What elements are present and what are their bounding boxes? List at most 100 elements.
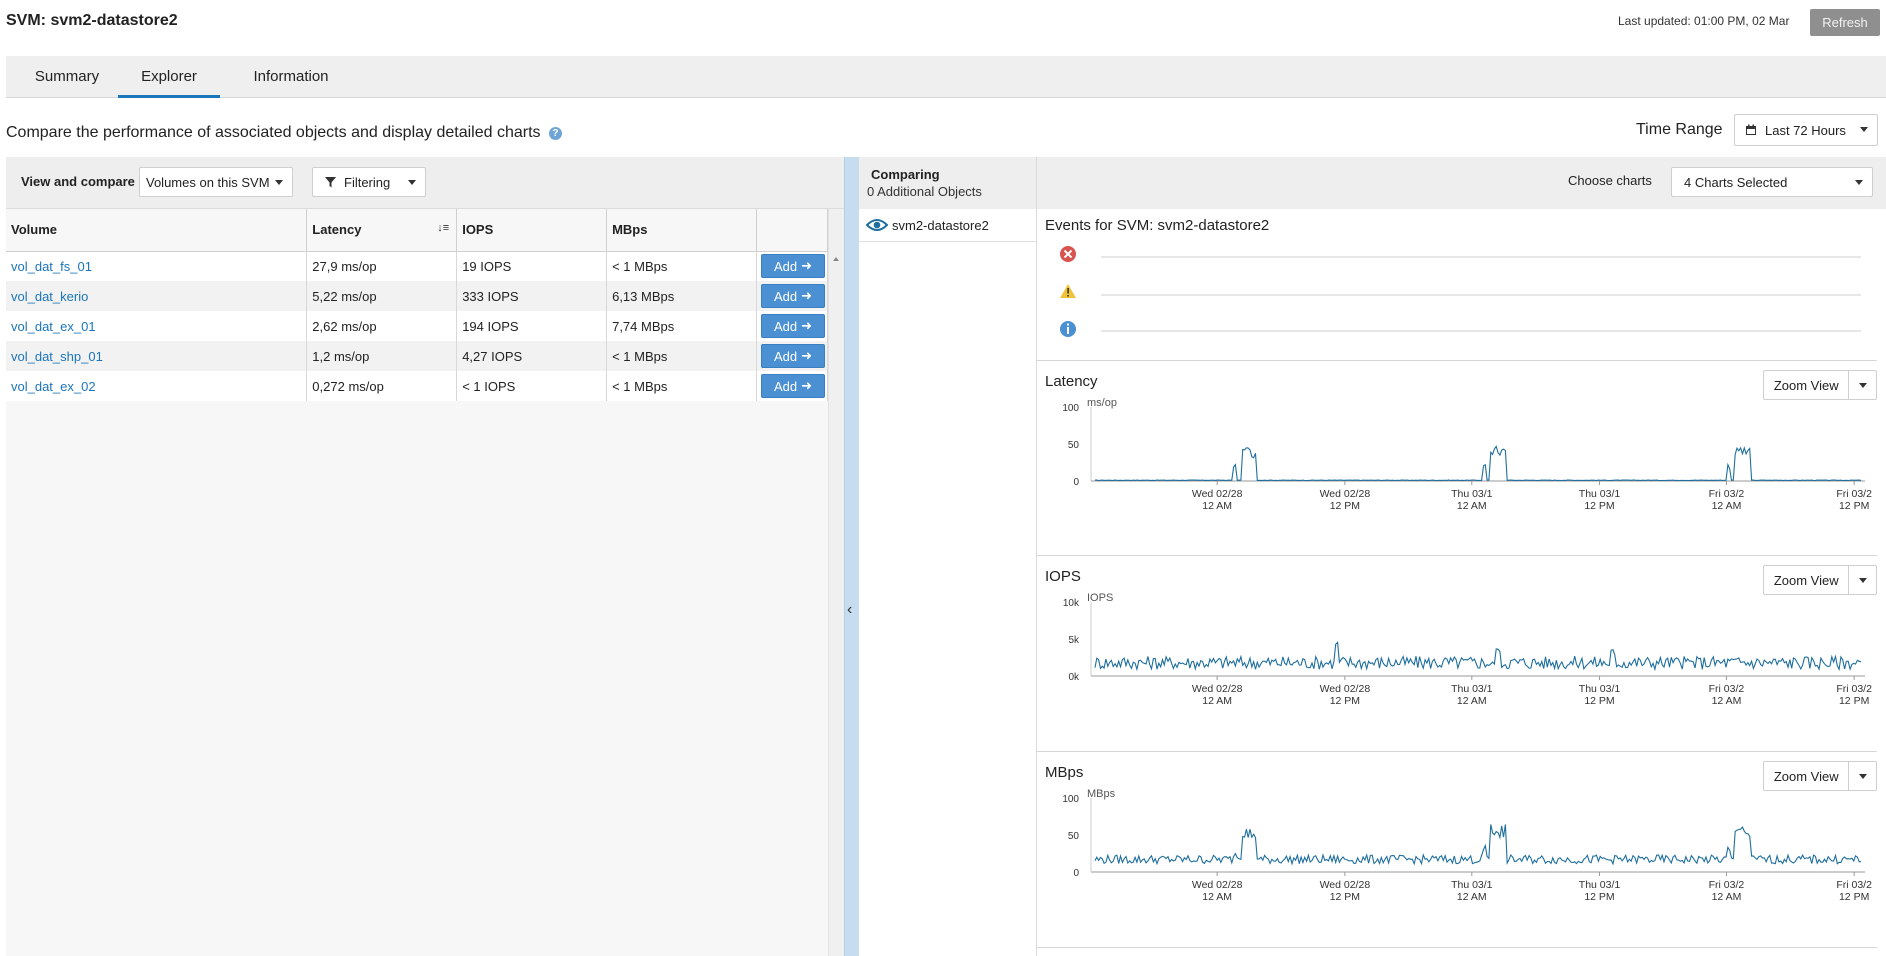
x-tick-label-date: Fri 03/2: [1709, 488, 1745, 500]
column-header-latency[interactable]: Latency ↓≡: [306, 209, 458, 252]
time-range-value: Last 72 Hours: [1765, 122, 1846, 138]
mbps-cell: 7,74 MBps: [606, 311, 757, 341]
table-header-row: Volume Latency ↓≡ IOPS MBps: [6, 209, 829, 252]
x-tick-label-time: 12 AM: [1712, 695, 1742, 707]
info-icon-stem: [1067, 327, 1069, 334]
calendar-icon: [1746, 124, 1756, 135]
view-compare-toolbar: View and compare Volumes on this SVM Fil…: [6, 157, 844, 209]
volume-link[interactable]: vol_dat_kerio: [6, 281, 308, 311]
y-tick-label: 0k: [1068, 672, 1080, 683]
charts-panel: Choose charts 4 Charts Selected Events f…: [1037, 157, 1886, 956]
x-tick-label-date: Wed 02/28: [1320, 683, 1371, 695]
mbps-cell: < 1 MBps: [606, 371, 757, 401]
add-button[interactable]: Add ➜: [760, 254, 825, 279]
comparing-item[interactable]: svm2-datastore2: [859, 209, 1036, 242]
table-scrollbar[interactable]: [828, 209, 844, 956]
choose-charts-value: 4 Charts Selected: [1684, 174, 1788, 190]
x-tick-label-time: 12 PM: [1584, 500, 1614, 512]
error-icon-cross: [1063, 249, 1073, 259]
mbps-chart-section: MBps Zoom View 100 50 0 MBps Wed 02/28 12 AM W…: [1037, 752, 1877, 948]
scroll-up-arrow-icon[interactable]: [833, 257, 839, 261]
iops-cell: 19 IOPS: [456, 251, 608, 281]
choose-charts-dropdown[interactable]: 4 Charts Selected: [1671, 167, 1873, 197]
volume-link[interactable]: vol_dat_fs_01: [6, 251, 308, 281]
latency-zoom-button[interactable]: Zoom View: [1763, 370, 1877, 400]
help-icon[interactable]: ?: [548, 127, 562, 140]
column-header-mbps[interactable]: MBps: [606, 209, 757, 252]
chevron-down-icon: [1859, 774, 1867, 779]
tab-information[interactable]: Information: [253, 68, 329, 85]
x-tick-label-time: 12 PM: [1584, 695, 1614, 707]
column-header-iops[interactable]: IOPS: [456, 209, 608, 252]
view-compare-dropdown[interactable]: Volumes on this SVM: [139, 167, 293, 197]
zoom-view-label: Zoom View: [1773, 572, 1839, 588]
x-tick-label-date: Wed 02/28: [1192, 488, 1243, 500]
add-button[interactable]: Add ➜: [760, 374, 825, 398]
y-axis-unit-label: IOPS: [1087, 592, 1113, 604]
x-tick-label-time: 12 AM: [1202, 695, 1232, 707]
y-tick-label: 0: [1073, 477, 1079, 488]
tab-summary[interactable]: Summary: [34, 68, 100, 85]
column-header-actions: [756, 209, 829, 252]
collapse-arrow-icon[interactable]: ‹: [847, 601, 853, 618]
actions-cell: Add ➜: [756, 341, 829, 371]
volume-link[interactable]: vol_dat_ex_02: [6, 371, 308, 401]
x-tick-label-date: Thu 03/1: [1579, 879, 1621, 891]
latency-cell: 1,2 ms/op: [306, 341, 458, 371]
page-description: Compare the performance of associated ob…: [6, 124, 562, 142]
x-tick-label-date: Fri 03/2: [1836, 488, 1872, 500]
iops-cell: 333 IOPS: [456, 281, 608, 311]
time-range-dropdown[interactable]: Last 72 Hours: [1734, 114, 1878, 146]
warning-icon-dot: [1067, 295, 1069, 297]
add-button-label: Add: [773, 378, 798, 394]
add-button[interactable]: Add ➜: [760, 284, 825, 308]
add-button[interactable]: Add ➜: [760, 344, 825, 368]
add-button-label: Add: [773, 348, 798, 364]
mbps-zoom-button[interactable]: Zoom View: [1763, 761, 1877, 791]
x-tick-label-time: 12 PM: [1839, 891, 1869, 903]
last-updated-text: Last updated: 01:00 PM, 02 Mar: [1618, 14, 1790, 28]
filtering-label: Filtering: [344, 174, 391, 190]
volume-link[interactable]: vol_dat_shp_01: [6, 341, 308, 371]
arrow-right-icon: ➜: [801, 288, 812, 303]
warning-icon-mark: [1067, 288, 1069, 294]
y-tick-label: 100: [1062, 403, 1079, 414]
x-tick-label-time: 12 AM: [1712, 500, 1742, 512]
y-axis-unit-label: ms/op: [1087, 397, 1117, 409]
zoom-menu-toggle[interactable]: [1849, 762, 1876, 790]
x-tick-label-time: 12 AM: [1457, 500, 1487, 512]
column-header-volume[interactable]: Volume: [6, 209, 308, 252]
zoom-separator: [1848, 762, 1850, 790]
filtering-dropdown[interactable]: Filtering: [312, 167, 426, 197]
arrow-right-icon: ➜: [801, 258, 812, 274]
y-tick-label: 100: [1062, 794, 1079, 805]
eye-icon[interactable]: [866, 218, 888, 232]
charts-header: Choose charts 4 Charts Selected: [1037, 157, 1886, 209]
x-tick-label-date: Thu 03/1: [1451, 879, 1493, 891]
zoom-menu-toggle[interactable]: [1849, 566, 1876, 594]
table-row: vol_dat_ex_02 0,272 ms/op < 1 IOPS < 1 MBps…: [6, 371, 829, 401]
add-button[interactable]: Add ➜: [760, 314, 825, 338]
mbps-cell: < 1 MBps: [606, 251, 757, 281]
actions-cell: Add ➜: [756, 311, 829, 341]
x-tick-label-time: 12 PM: [1839, 500, 1869, 512]
series-line: [1094, 824, 1861, 866]
y-tick-label: 50: [1068, 440, 1080, 451]
x-tick-label-date: Fri 03/2: [1709, 879, 1745, 891]
volume-link[interactable]: vol_dat_ex_01: [6, 311, 308, 341]
x-tick-label-date: Wed 02/28: [1320, 488, 1371, 500]
refresh-button[interactable]: Refresh: [1810, 9, 1880, 36]
x-tick-label-time: 12 PM: [1839, 695, 1869, 707]
iops-chart-title: IOPS: [1045, 568, 1081, 585]
sort-descending-icon[interactable]: ↓≡: [437, 222, 450, 235]
latency-cell: 0,272 ms/op: [306, 371, 458, 401]
mbps-cell: < 1 MBps: [606, 341, 757, 371]
zoom-menu-toggle[interactable]: [1849, 371, 1876, 399]
panel-divider[interactable]: ‹: [844, 157, 859, 956]
iops-zoom-button[interactable]: Zoom View: [1763, 565, 1877, 595]
x-tick-label-time: 12 AM: [1712, 891, 1742, 903]
info-icon-dot: [1067, 323, 1069, 326]
tab-explorer[interactable]: Explorer: [118, 56, 220, 98]
